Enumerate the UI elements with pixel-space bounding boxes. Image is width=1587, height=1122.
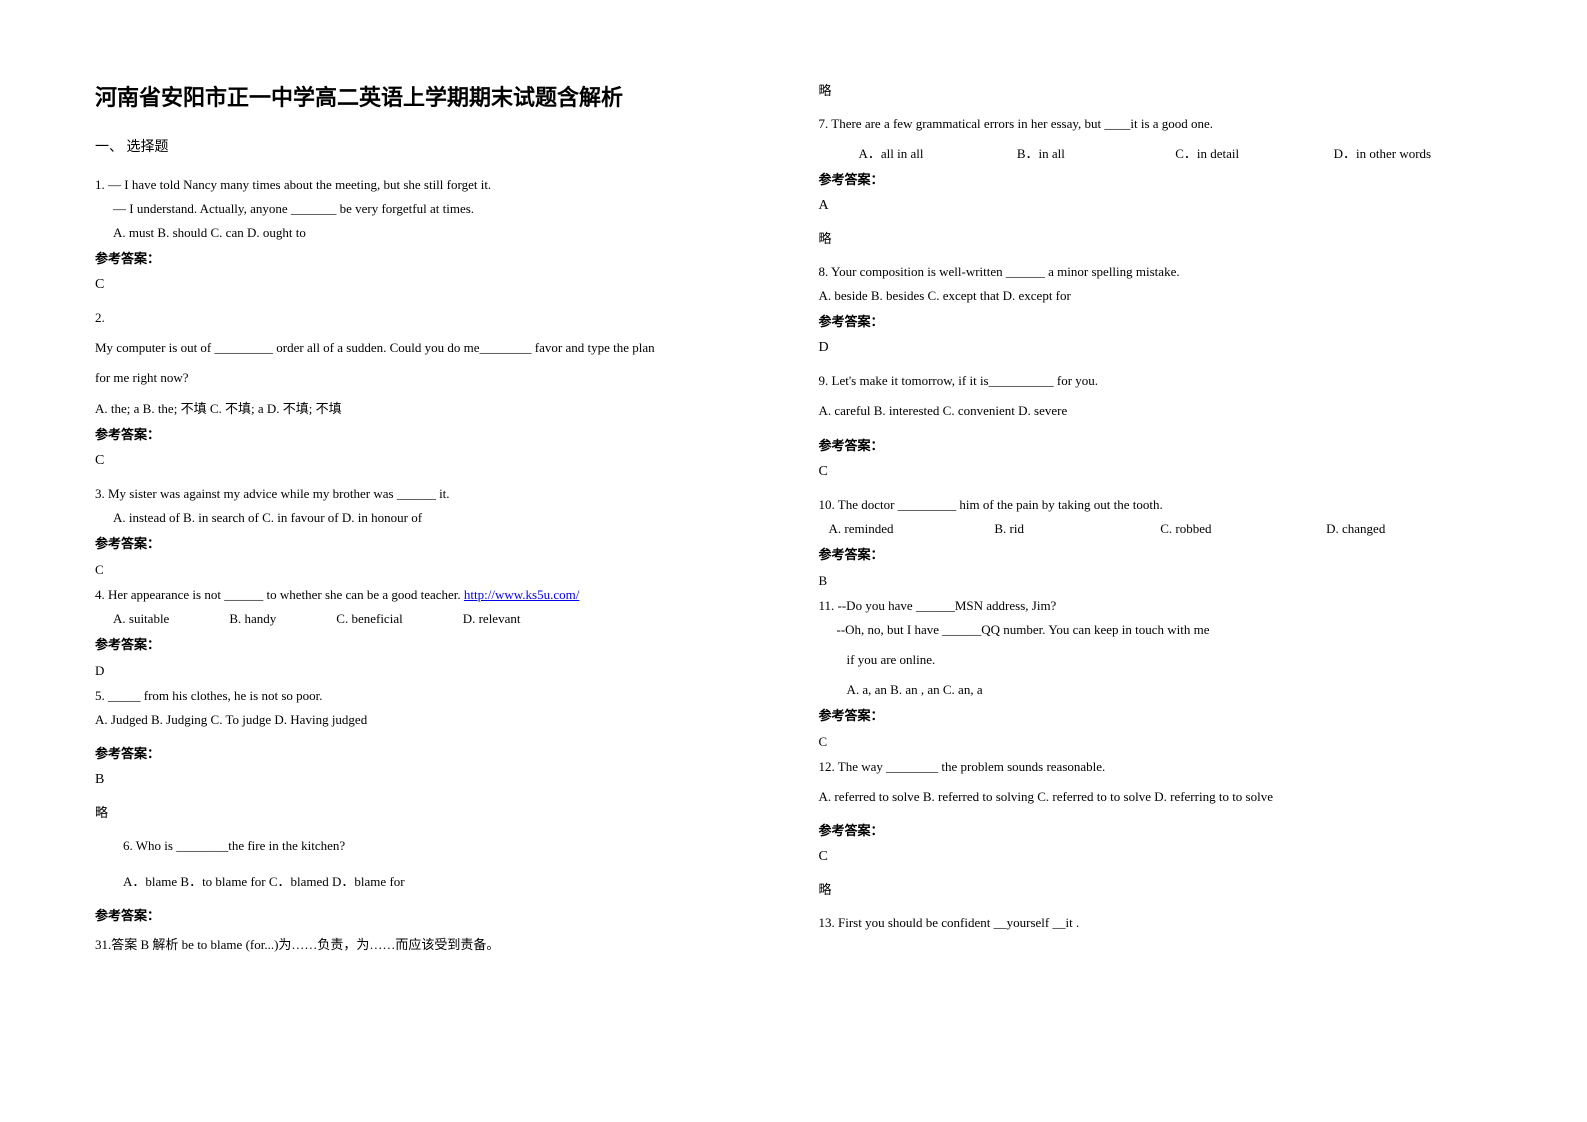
q5-omit: 略	[95, 802, 769, 821]
q2-line1: 2.	[95, 307, 769, 329]
q10-optC: C. robbed	[1160, 518, 1326, 540]
q2-line2: My computer is out of _________ order al…	[95, 337, 769, 359]
q8-line1: 8. Your composition is well-written ____…	[819, 261, 1493, 283]
q4-answer-label: 参考答案：	[95, 634, 769, 653]
q6-answer-label: 参考答案：	[95, 905, 769, 924]
q10-optA: A. reminded	[819, 518, 995, 540]
question-6: 6. Who is ________the fire in the kitche…	[95, 835, 769, 893]
q4-line1: 4. Her appearance is not ______ to wheth…	[95, 584, 769, 606]
q1-answer-label: 参考答案：	[95, 248, 769, 267]
q4-optC: C. beneficial	[336, 608, 402, 630]
q3-answer-label: 参考答案：	[95, 533, 769, 552]
question-8: 8. Your composition is well-written ____…	[819, 261, 1493, 307]
q4-text: 4. Her appearance is not ______ to wheth…	[95, 587, 464, 602]
q4-options: A. suitable B. handy C. beneficial D. re…	[95, 608, 769, 630]
q1-line2: — I understand. Actually, anyone _______…	[95, 198, 769, 220]
q7-optC: C．in detail	[1175, 143, 1333, 165]
q3-options: A. instead of B. in search of C. in favo…	[95, 507, 769, 529]
q12-answer-label: 参考答案：	[819, 820, 1493, 839]
q4-optD: D. relevant	[463, 608, 521, 630]
q5-answer: B	[95, 772, 769, 788]
q2-line3: for me right now?	[95, 367, 769, 389]
question-4: 4. Her appearance is not ______ to wheth…	[95, 584, 769, 630]
q12-omit: 略	[819, 879, 1493, 898]
q5-options: A. Judged B. Judging C. To judge D. Havi…	[95, 709, 769, 731]
q8-answer-label: 参考答案：	[819, 311, 1493, 330]
q11-line1: 11. --Do you have ______MSN address, Jim…	[819, 595, 1493, 617]
right-column: 略 7. There are a few grammatical errors …	[819, 80, 1493, 961]
q4-optB: B. handy	[229, 608, 276, 630]
question-11: 11. --Do you have ______MSN address, Jim…	[819, 595, 1493, 701]
question-2: 2. My computer is out of _________ order…	[95, 307, 769, 419]
q4-link[interactable]: http://www.ks5u.com/	[464, 587, 579, 602]
q12-answer: C	[819, 849, 1493, 865]
q9-options: A. careful B. interested C. convenient D…	[819, 400, 1493, 422]
q11-line3: if you are online.	[819, 649, 1493, 671]
question-5: 5. _____ from his clothes, he is not so …	[95, 685, 769, 731]
q11-line2: --Oh, no, but I have ______QQ number. Yo…	[819, 619, 1493, 641]
q11-answer-label: 参考答案：	[819, 705, 1493, 724]
question-10: 10. The doctor _________ him of the pain…	[819, 494, 1493, 540]
q1-line1: 1. — I have told Nancy many times about …	[95, 174, 769, 196]
q7-answer-label: 参考答案：	[819, 169, 1493, 188]
q9-line1: 9. Let's make it tomorrow, if it is_____…	[819, 370, 1493, 392]
q10-answer-label: 参考答案：	[819, 544, 1493, 563]
section-heading: 一、 选择题	[95, 136, 769, 156]
q7-optA: A．all in all	[859, 143, 1017, 165]
q10-line1: 10. The doctor _________ him of the pain…	[819, 494, 1493, 516]
q3-answer: C	[95, 562, 769, 578]
q6-options: A．blame B．to blame for C．blamed D．blame …	[95, 871, 769, 893]
q10-options: A. reminded B. rid C. robbed D. changed	[819, 518, 1493, 540]
q5-answer-label: 参考答案：	[95, 743, 769, 762]
q3-line1: 3. My sister was against my advice while…	[95, 483, 769, 505]
q8-answer: D	[819, 340, 1493, 356]
q1-options: A. must B. should C. can D. ought to	[95, 222, 769, 244]
q6-line1: 6. Who is ________the fire in the kitche…	[95, 835, 769, 857]
q11-options: A. a, an B. an , an C. an, a	[819, 679, 1493, 701]
q7-optD: D．in other words	[1334, 143, 1492, 165]
q7-optB: B．in all	[1017, 143, 1175, 165]
q10-optD: D. changed	[1326, 518, 1492, 540]
q10-answer: B	[819, 573, 1493, 589]
question-7: 7. There are a few grammatical errors in…	[819, 113, 1493, 165]
q12-line1: 12. The way ________ the problem sounds …	[819, 756, 1493, 778]
q1-answer: C	[95, 277, 769, 293]
left-column: 河南省安阳市正一中学高二英语上学期期末试题含解析 一、 选择题 1. — I h…	[95, 80, 769, 961]
q5-line1: 5. _____ from his clothes, he is not so …	[95, 685, 769, 707]
q6-answer: 31.答案 B 解析 be to blame (for...)为……负责，为………	[95, 934, 769, 956]
q9-answer: C	[819, 464, 1493, 480]
q10-optB: B. rid	[994, 518, 1160, 540]
page-container: 河南省安阳市正一中学高二英语上学期期末试题含解析 一、 选择题 1. — I h…	[0, 0, 1587, 1001]
question-12: 12. The way ________ the problem sounds …	[819, 756, 1493, 808]
right-omit-top: 略	[819, 80, 1493, 99]
question-9: 9. Let's make it tomorrow, if it is_____…	[819, 370, 1493, 422]
q2-options: A. the; a B. the; 不填 C. 不填; a D. 不填; 不填	[95, 398, 769, 420]
q4-optA: A. suitable	[113, 608, 169, 630]
q11-answer: C	[819, 734, 1493, 750]
q12-options: A. referred to solve B. referred to solv…	[819, 786, 1493, 808]
question-3: 3. My sister was against my advice while…	[95, 483, 769, 529]
q7-answer: A	[819, 198, 1493, 214]
q2-answer-label: 参考答案：	[95, 424, 769, 443]
q7-omit: 略	[819, 228, 1493, 247]
question-1: 1. — I have told Nancy many times about …	[95, 174, 769, 244]
q9-answer-label: 参考答案：	[819, 435, 1493, 454]
q2-answer: C	[95, 453, 769, 469]
document-title: 河南省安阳市正一中学高二英语上学期期末试题含解析	[95, 80, 769, 112]
q8-options: A. beside B. besides C. except that D. e…	[819, 285, 1493, 307]
q13-line1: 13. First you should be confident __your…	[819, 912, 1493, 934]
q6-answer-text: 31.答案 B 解析 be to blame (for...)为……负责，为………	[95, 937, 499, 952]
question-13: 13. First you should be confident __your…	[819, 912, 1493, 934]
q7-line1: 7. There are a few grammatical errors in…	[819, 113, 1493, 135]
q4-answer: D	[95, 663, 769, 679]
q7-options: A．all in all B．in all C．in detail D．in o…	[819, 143, 1493, 165]
